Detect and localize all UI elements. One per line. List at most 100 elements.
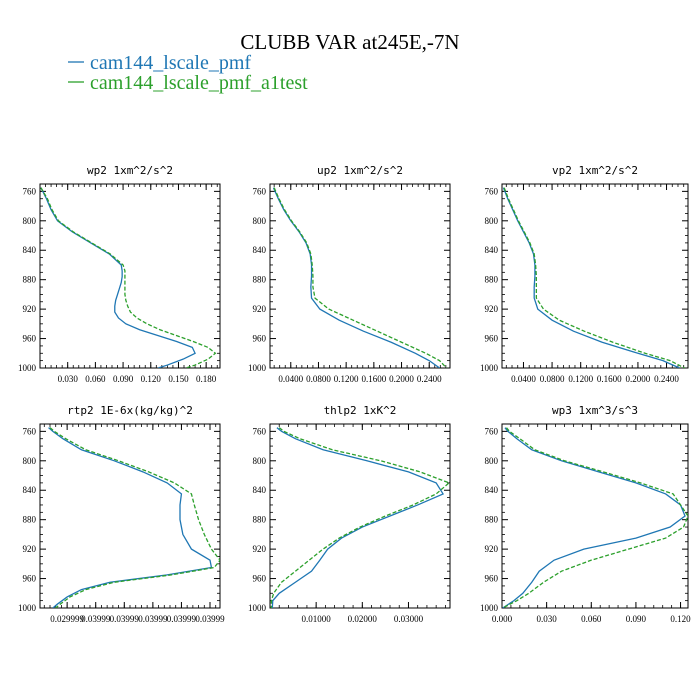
x-tick-label: 0.2000	[626, 374, 651, 384]
y-tick-label: 960	[253, 574, 267, 584]
y-tick-label: 920	[253, 304, 267, 314]
y-tick-label: 960	[23, 574, 37, 584]
series-line-1	[502, 427, 686, 608]
plot-frame	[501, 423, 689, 609]
x-tick-label: 0.0800	[306, 374, 331, 384]
plot-frame	[269, 183, 451, 369]
y-tick-label: 920	[23, 304, 37, 314]
y-tick-label: 760	[23, 186, 37, 196]
panels: wp2 1xm^2/s^2 760 800 840 880 920 960 1000 0.030…	[18, 164, 691, 624]
x-tick-label: 0.03999	[81, 614, 111, 624]
legend: cam144_lscale_pmf cam144_lscale_pmf_a1te…	[68, 52, 308, 94]
y-tick-label: 760	[253, 426, 267, 436]
legend-label-1: cam144_lscale_pmf	[90, 52, 251, 74]
legend-label-2: cam144_lscale_pmf_a1test	[90, 72, 308, 94]
x-tick-label: 0.029999	[50, 614, 84, 624]
x-tick-label: 0.2400	[654, 374, 679, 384]
panel-title: vp2 1xm^2/s^2	[552, 164, 638, 177]
x-tick-label: 0.180	[196, 374, 217, 384]
y-tick-label: 880	[23, 275, 37, 285]
y-tick-label: 760	[485, 186, 499, 196]
x-tick-label: 0.1200	[334, 374, 359, 384]
y-tick-label: 1000	[18, 363, 37, 373]
y-tick-label: 960	[485, 334, 499, 344]
series-line-2	[502, 427, 688, 608]
x-tick-label: 0.0400	[278, 374, 303, 384]
y-tick-label: 840	[23, 245, 37, 255]
y-tick-label: 840	[485, 245, 499, 255]
x-tick-label: 0.120	[670, 614, 691, 624]
y-tick-label: 880	[23, 515, 37, 525]
x-tick-label: 0.03999	[167, 614, 197, 624]
panel-5: thlp2 1xK^2 760 800 840 880 920 960 1000 0.01000…	[248, 404, 451, 624]
panel-4: rtp2 1E-6x(kg/kg)^2 760 800 840 880 920 960 100…	[18, 404, 225, 624]
plot-frame	[501, 183, 689, 369]
y-tick-label: 800	[485, 216, 499, 226]
y-tick-label: 1000	[480, 603, 499, 613]
series-line-1	[502, 187, 680, 368]
x-tick-label: 0.02000	[348, 614, 378, 624]
panel-title: rtp2 1E-6x(kg/kg)^2	[67, 404, 193, 417]
x-tick-label: 0.0800	[540, 374, 565, 384]
y-tick-label: 920	[485, 304, 499, 314]
series-line-2	[49, 427, 220, 608]
y-tick-label: 920	[253, 544, 267, 554]
x-tick-label: 0.150	[168, 374, 189, 384]
x-tick-label: 0.03999	[110, 614, 140, 624]
x-tick-label: 0.1600	[597, 374, 622, 384]
plot-frame	[39, 183, 221, 369]
x-tick-label: 0.0400	[511, 374, 536, 384]
x-tick-label: 0.090	[113, 374, 134, 384]
panel-3: vp2 1xm^2/s^2 760 800 840 880 920 960 1000 0.040…	[480, 164, 689, 384]
y-tick-label: 840	[23, 485, 37, 495]
panel-title: up2 1xm^2/s^2	[317, 164, 403, 177]
x-tick-label: 0.060	[581, 614, 602, 624]
x-tick-label: 0.03999	[138, 614, 168, 624]
x-tick-label: 0.03999	[195, 614, 225, 624]
y-tick-label: 760	[485, 426, 499, 436]
y-tick-label: 880	[485, 275, 499, 285]
y-tick-label: 800	[253, 456, 267, 466]
y-tick-label: 760	[23, 426, 37, 436]
y-tick-label: 800	[23, 216, 37, 226]
panel-title: thlp2 1xK^2	[324, 404, 397, 417]
series-line-1	[48, 427, 213, 608]
y-tick-label: 800	[23, 456, 37, 466]
y-tick-label: 800	[485, 456, 499, 466]
series-line-1	[40, 187, 196, 368]
x-tick-label: 0.01000	[302, 614, 332, 624]
x-tick-label: 0.060	[85, 374, 106, 384]
x-tick-label: 0.1600	[361, 374, 386, 384]
plot-frame	[269, 423, 451, 609]
series-line-1	[271, 427, 445, 608]
x-tick-label: 0.2400	[417, 374, 442, 384]
series-line-2	[40, 187, 217, 368]
y-tick-label: 880	[485, 515, 499, 525]
panel-6: wp3 1xm^3/s^3 760 800 840 880 920 960 10000.000…	[480, 404, 691, 624]
panel-title: wp2 1xm^2/s^2	[87, 164, 173, 177]
x-tick-label: 0.030	[58, 374, 79, 384]
x-tick-label: 0.1200	[568, 374, 593, 384]
y-tick-label: 800	[253, 216, 267, 226]
series-line-2	[273, 187, 448, 368]
x-tick-label: 0.000	[492, 614, 513, 624]
x-tick-label: 0.2000	[389, 374, 414, 384]
series-line-2	[270, 427, 450, 608]
y-tick-label: 840	[485, 485, 499, 495]
y-tick-label: 840	[253, 485, 267, 495]
figure-title: CLUBB VAR at245E,-7N	[240, 30, 459, 54]
y-tick-label: 1000	[18, 603, 37, 613]
y-tick-label: 1000	[480, 363, 499, 373]
y-tick-label: 880	[253, 515, 267, 525]
panel-title: wp3 1xm^3/s^3	[552, 404, 638, 417]
y-tick-label: 1000	[248, 363, 267, 373]
series-line-2	[503, 187, 685, 368]
panel-2: up2 1xm^2/s^2 760 800 840 880 920 960 1000 0.040…	[248, 164, 451, 384]
series-line-1	[272, 187, 440, 368]
y-tick-label: 1000	[248, 603, 267, 613]
panel-1: wp2 1xm^2/s^2 760 800 840 880 920 960 1000 0.030…	[18, 164, 221, 384]
x-tick-label: 0.03000	[394, 614, 424, 624]
y-tick-label: 760	[253, 186, 267, 196]
y-tick-label: 920	[485, 544, 499, 554]
